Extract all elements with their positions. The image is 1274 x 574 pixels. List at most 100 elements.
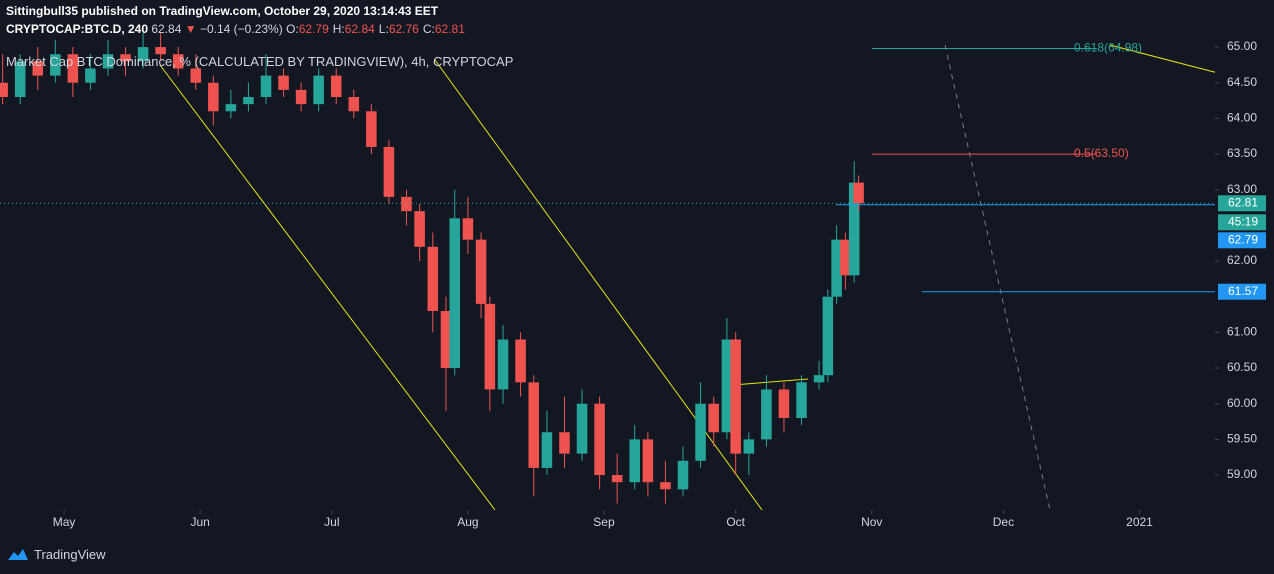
ohlc-value: 62.79 (298, 22, 329, 36)
footer: TradingView (6, 546, 106, 562)
candle-body (559, 432, 570, 454)
candle-body (853, 182, 864, 204)
candle-body (366, 111, 377, 147)
price-box (1218, 232, 1266, 249)
ohlc-value: 62.76 (388, 22, 419, 36)
trend-line (732, 378, 809, 386)
price-box (1218, 195, 1266, 212)
candle-body (708, 403, 719, 433)
trend-line (434, 59, 763, 511)
candle-body (629, 439, 640, 483)
trend-line (159, 64, 496, 511)
candle-body (611, 475, 623, 483)
x-tick-label: Oct (726, 515, 745, 529)
candle-body (831, 239, 842, 297)
symbol-line: CRYPTOCAP:BTC.D, 240 62.84 ▼ −0.14 (−0.2… (6, 22, 469, 36)
candle-body (721, 339, 733, 433)
candle-body (462, 218, 474, 240)
y-tick-label: 60.50 (1227, 360, 1257, 374)
candle-body (642, 439, 654, 483)
ohlc-key: H: (332, 22, 345, 36)
candle-body (475, 239, 487, 304)
candle-body (172, 54, 184, 69)
candle-body (449, 218, 461, 369)
candle-body (730, 339, 741, 454)
fib-label: 0.618(64.98) (1074, 41, 1142, 55)
price-box (1218, 283, 1266, 300)
candle-body (32, 61, 44, 76)
candle-body (796, 382, 807, 418)
candle-body (848, 182, 860, 276)
y-tick-label: 59.50 (1227, 432, 1257, 446)
y-tick-label: 63.00 (1227, 182, 1257, 196)
fib-label: 0.5(63.50) (1074, 146, 1129, 160)
title: Sittingbull35 published on TradingView.c… (6, 4, 439, 18)
candle-body (225, 104, 237, 112)
x-tick-label: Sep (593, 515, 615, 529)
candle-body (295, 89, 307, 105)
x-tick-label: Dec (993, 515, 1014, 529)
y-tick-label: 64.00 (1227, 111, 1257, 125)
candle-body (137, 47, 149, 62)
candle-body (497, 339, 509, 390)
candle-body (695, 403, 706, 461)
candle-body (14, 61, 26, 98)
y-tick-label: 65.00 (1227, 39, 1257, 53)
candle-body (414, 211, 425, 247)
candle-body (778, 389, 790, 418)
y-tick-label: 64.50 (1227, 75, 1257, 89)
ohlc-key: L: (378, 22, 389, 36)
candle-body (50, 54, 61, 76)
ohlc-key: O: (286, 22, 299, 36)
subtitle: Market Cap BTC Dominance, % (CALCULATED … (6, 54, 514, 69)
price-box (1218, 214, 1266, 231)
last-price: 62.84 (151, 22, 182, 36)
brand: TradingView (34, 546, 106, 562)
price-box-label: 61.57 (1228, 284, 1258, 298)
candle-body (541, 432, 553, 468)
candle-body (813, 375, 825, 383)
candle-body (278, 75, 289, 90)
candle-body (208, 82, 219, 112)
candle-body (155, 47, 166, 55)
candle-body (0, 82, 8, 98)
y-tick-label: 59.00 (1227, 467, 1257, 481)
price-box-label: 62.79 (1228, 232, 1258, 246)
symbol: CRYPTOCAP:BTC.D, 240 (6, 22, 149, 36)
candle-body (102, 54, 114, 69)
candle-body (427, 246, 439, 311)
ohlc-key: C: (422, 22, 435, 36)
candle-body (594, 403, 605, 476)
price-box-label: 45:19 (1228, 214, 1258, 228)
projection-line (944, 44, 1051, 511)
candle-body (840, 239, 851, 276)
candle-body (677, 460, 689, 490)
y-tick-label: 62.00 (1227, 253, 1257, 267)
x-tick-label: Nov (861, 515, 882, 529)
ohlc-value: 62.84 (344, 22, 375, 36)
candle-body (348, 97, 360, 112)
candle-body (313, 75, 324, 105)
candle-body (761, 389, 772, 440)
candle-body (515, 339, 526, 383)
candle-body (660, 482, 671, 490)
candle-body (401, 196, 412, 212)
x-tick-label: May (53, 515, 76, 529)
header-title: Sittingbull35 published on TradingView.c… (6, 4, 438, 18)
candle-body (484, 303, 496, 390)
candle-body (383, 146, 395, 197)
logo (8, 549, 28, 560)
candle-body (440, 310, 452, 369)
candle-body (822, 296, 834, 376)
x-tick-label: Jun (190, 515, 209, 529)
trend-line (1109, 44, 1219, 74)
candle-body (243, 97, 254, 105)
candle-body (190, 68, 202, 83)
candle-body (576, 403, 588, 454)
candle-body (330, 75, 342, 98)
y-tick-label: 60.00 (1227, 396, 1257, 410)
candle-body (120, 54, 131, 62)
